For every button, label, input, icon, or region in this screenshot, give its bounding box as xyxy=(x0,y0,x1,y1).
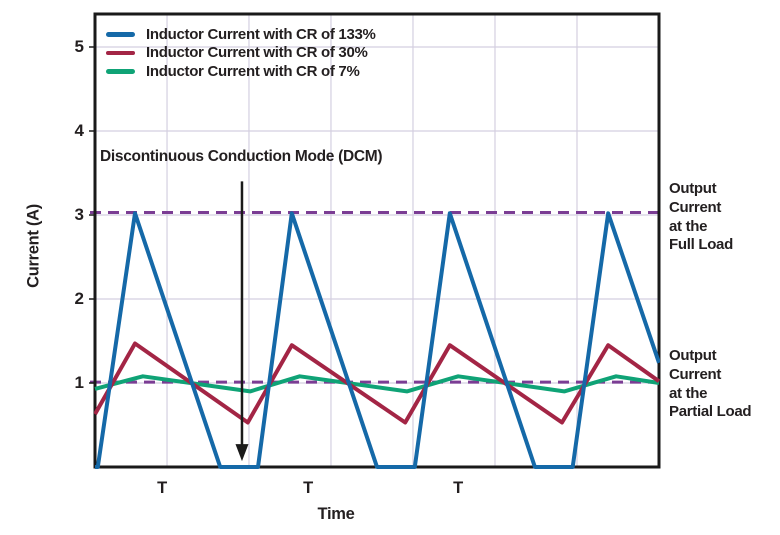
x-tick-label: T xyxy=(303,479,314,497)
y-tick-label: 1 xyxy=(74,372,84,392)
legend-label: Inductor Current with CR of 7% xyxy=(146,62,360,80)
legend-label: Inductor Current with CR of 133% xyxy=(146,25,376,43)
x-axis-title: Time xyxy=(317,505,355,523)
legend-label: Inductor Current with CR of 30% xyxy=(146,44,368,62)
dcm-annotation: Discontinuous Conduction Mode (DCM) xyxy=(100,148,383,165)
legend-line-swatch-green xyxy=(106,69,135,74)
legend-line-swatch-crimson xyxy=(106,50,135,55)
y-tick-label: 2 xyxy=(74,288,84,308)
legend-item-cr133: Inductor Current with CR of 133% xyxy=(106,25,376,44)
legend-line-swatch-blue xyxy=(106,32,135,37)
x-tick-label: T xyxy=(453,479,464,497)
y-tick-label: 3 xyxy=(74,204,84,224)
legend-item-cr7: Inductor Current with CR of 7% xyxy=(106,62,376,81)
partial-load-label: Output Current at the Partial Load xyxy=(669,347,752,421)
full-load-label: Output Current at the Full Load xyxy=(669,180,733,254)
y-tick-label: 5 xyxy=(74,36,84,56)
y-axis-title: Current (A) xyxy=(24,204,43,288)
y-tick-label: 4 xyxy=(74,120,84,140)
legend-item-cr30: Inductor Current with CR of 30% xyxy=(106,44,376,63)
legend: Inductor Current with CR of 133% Inducto… xyxy=(106,25,376,81)
x-tick-label: T xyxy=(157,479,168,497)
